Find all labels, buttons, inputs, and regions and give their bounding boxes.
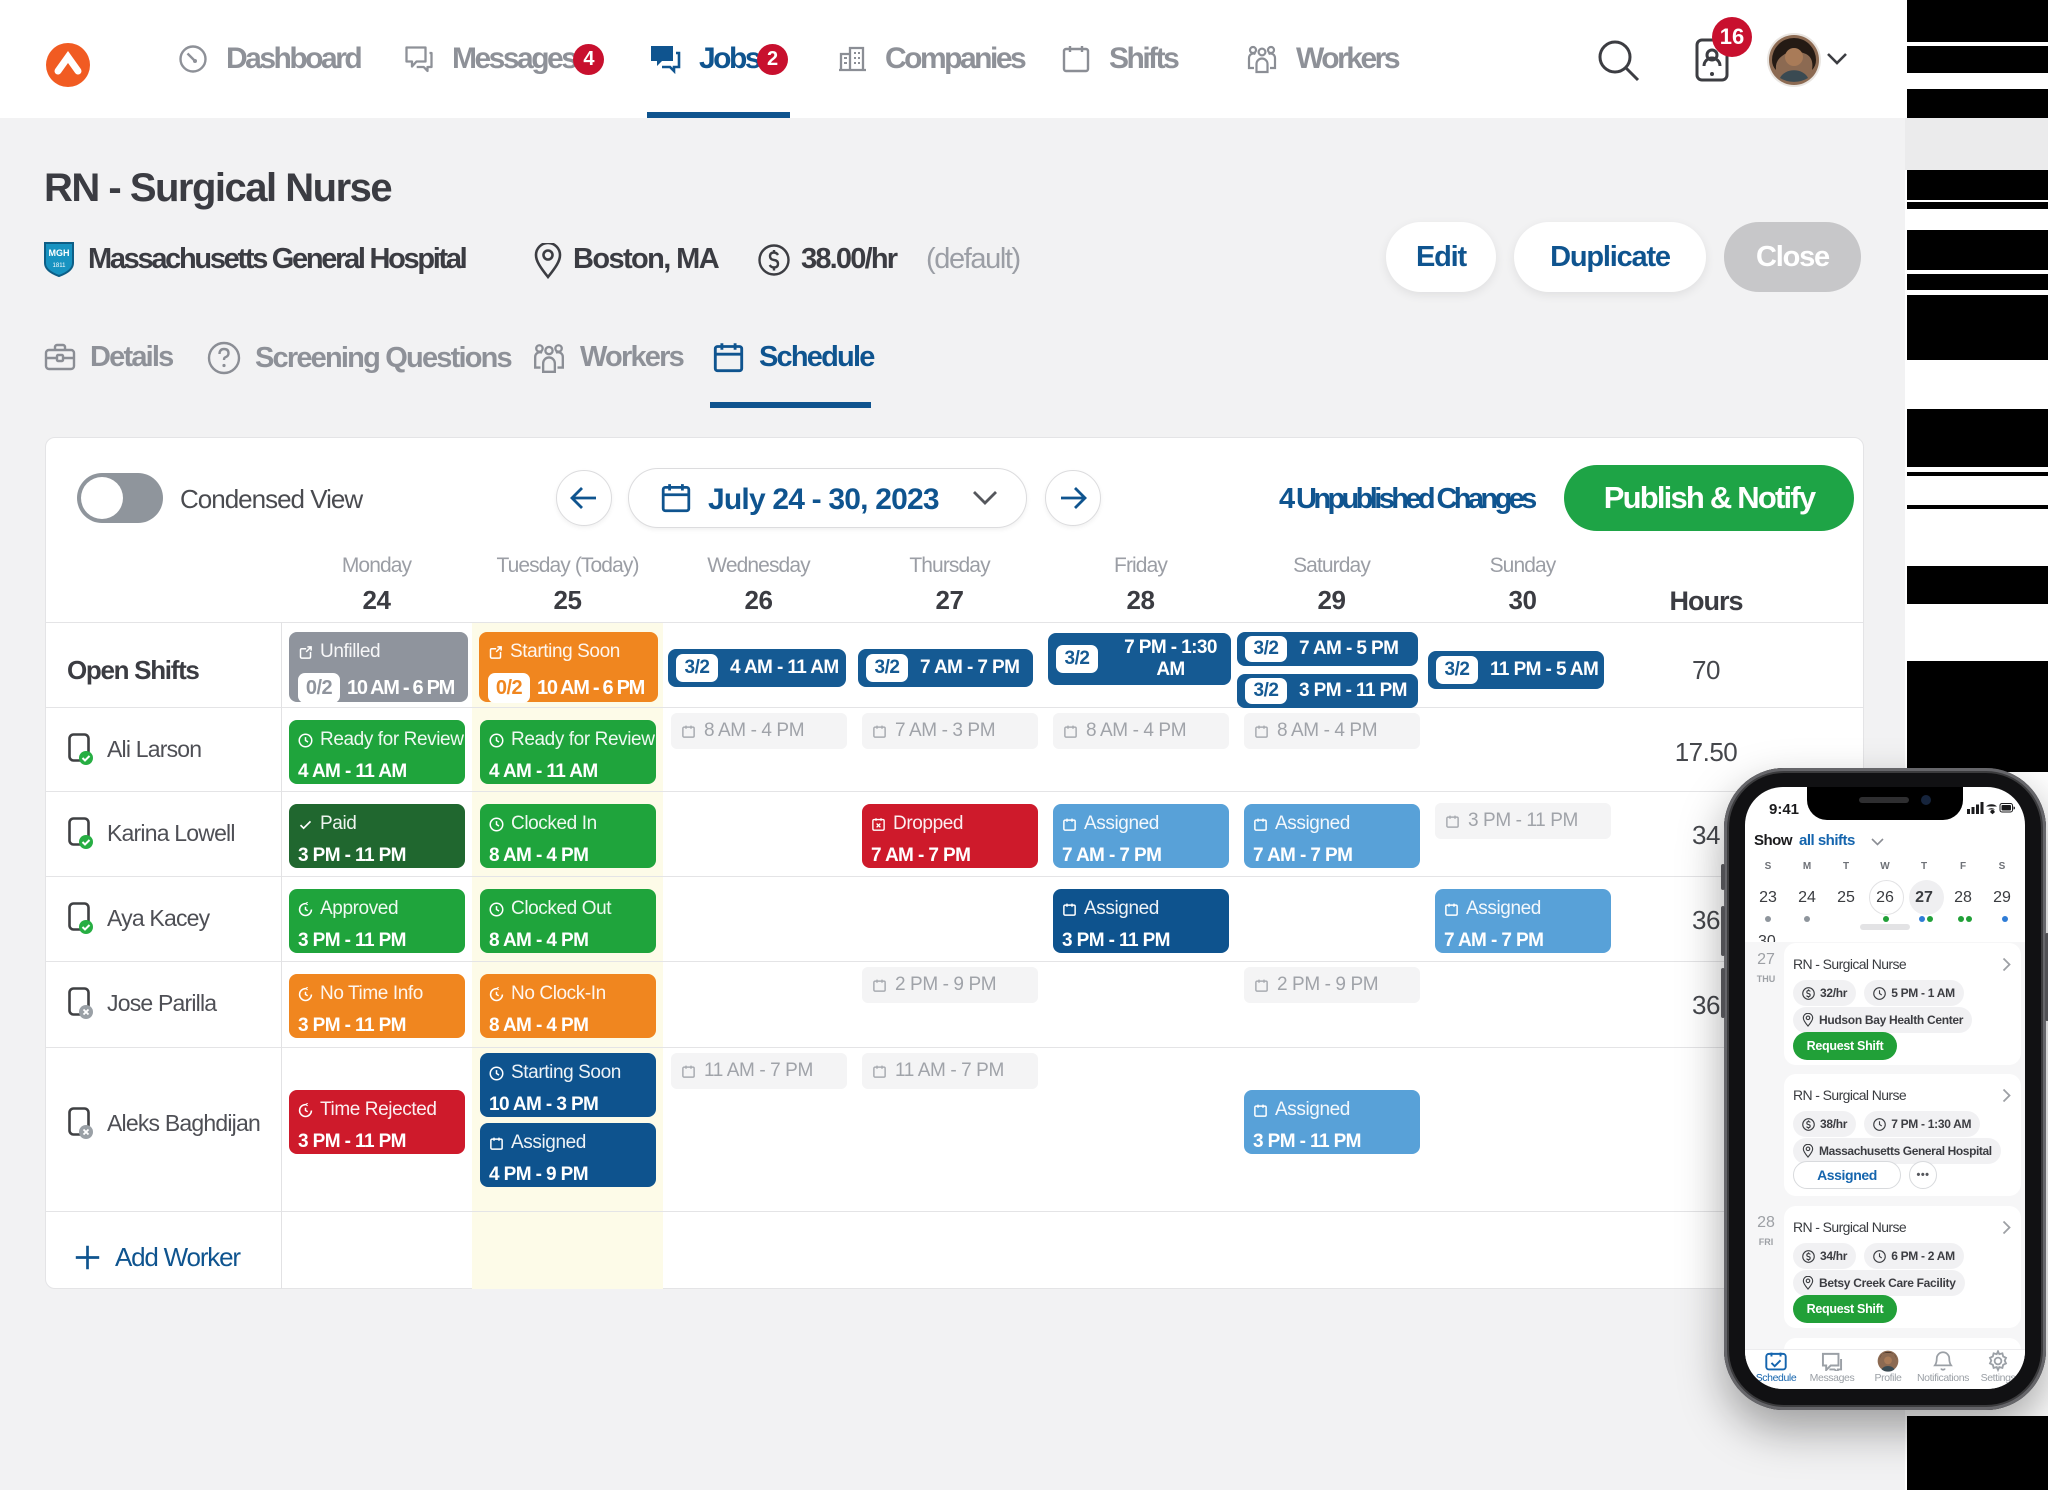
svg-text:1811: 1811 <box>53 263 67 269</box>
svg-text:MGH: MGH <box>49 248 70 258</box>
